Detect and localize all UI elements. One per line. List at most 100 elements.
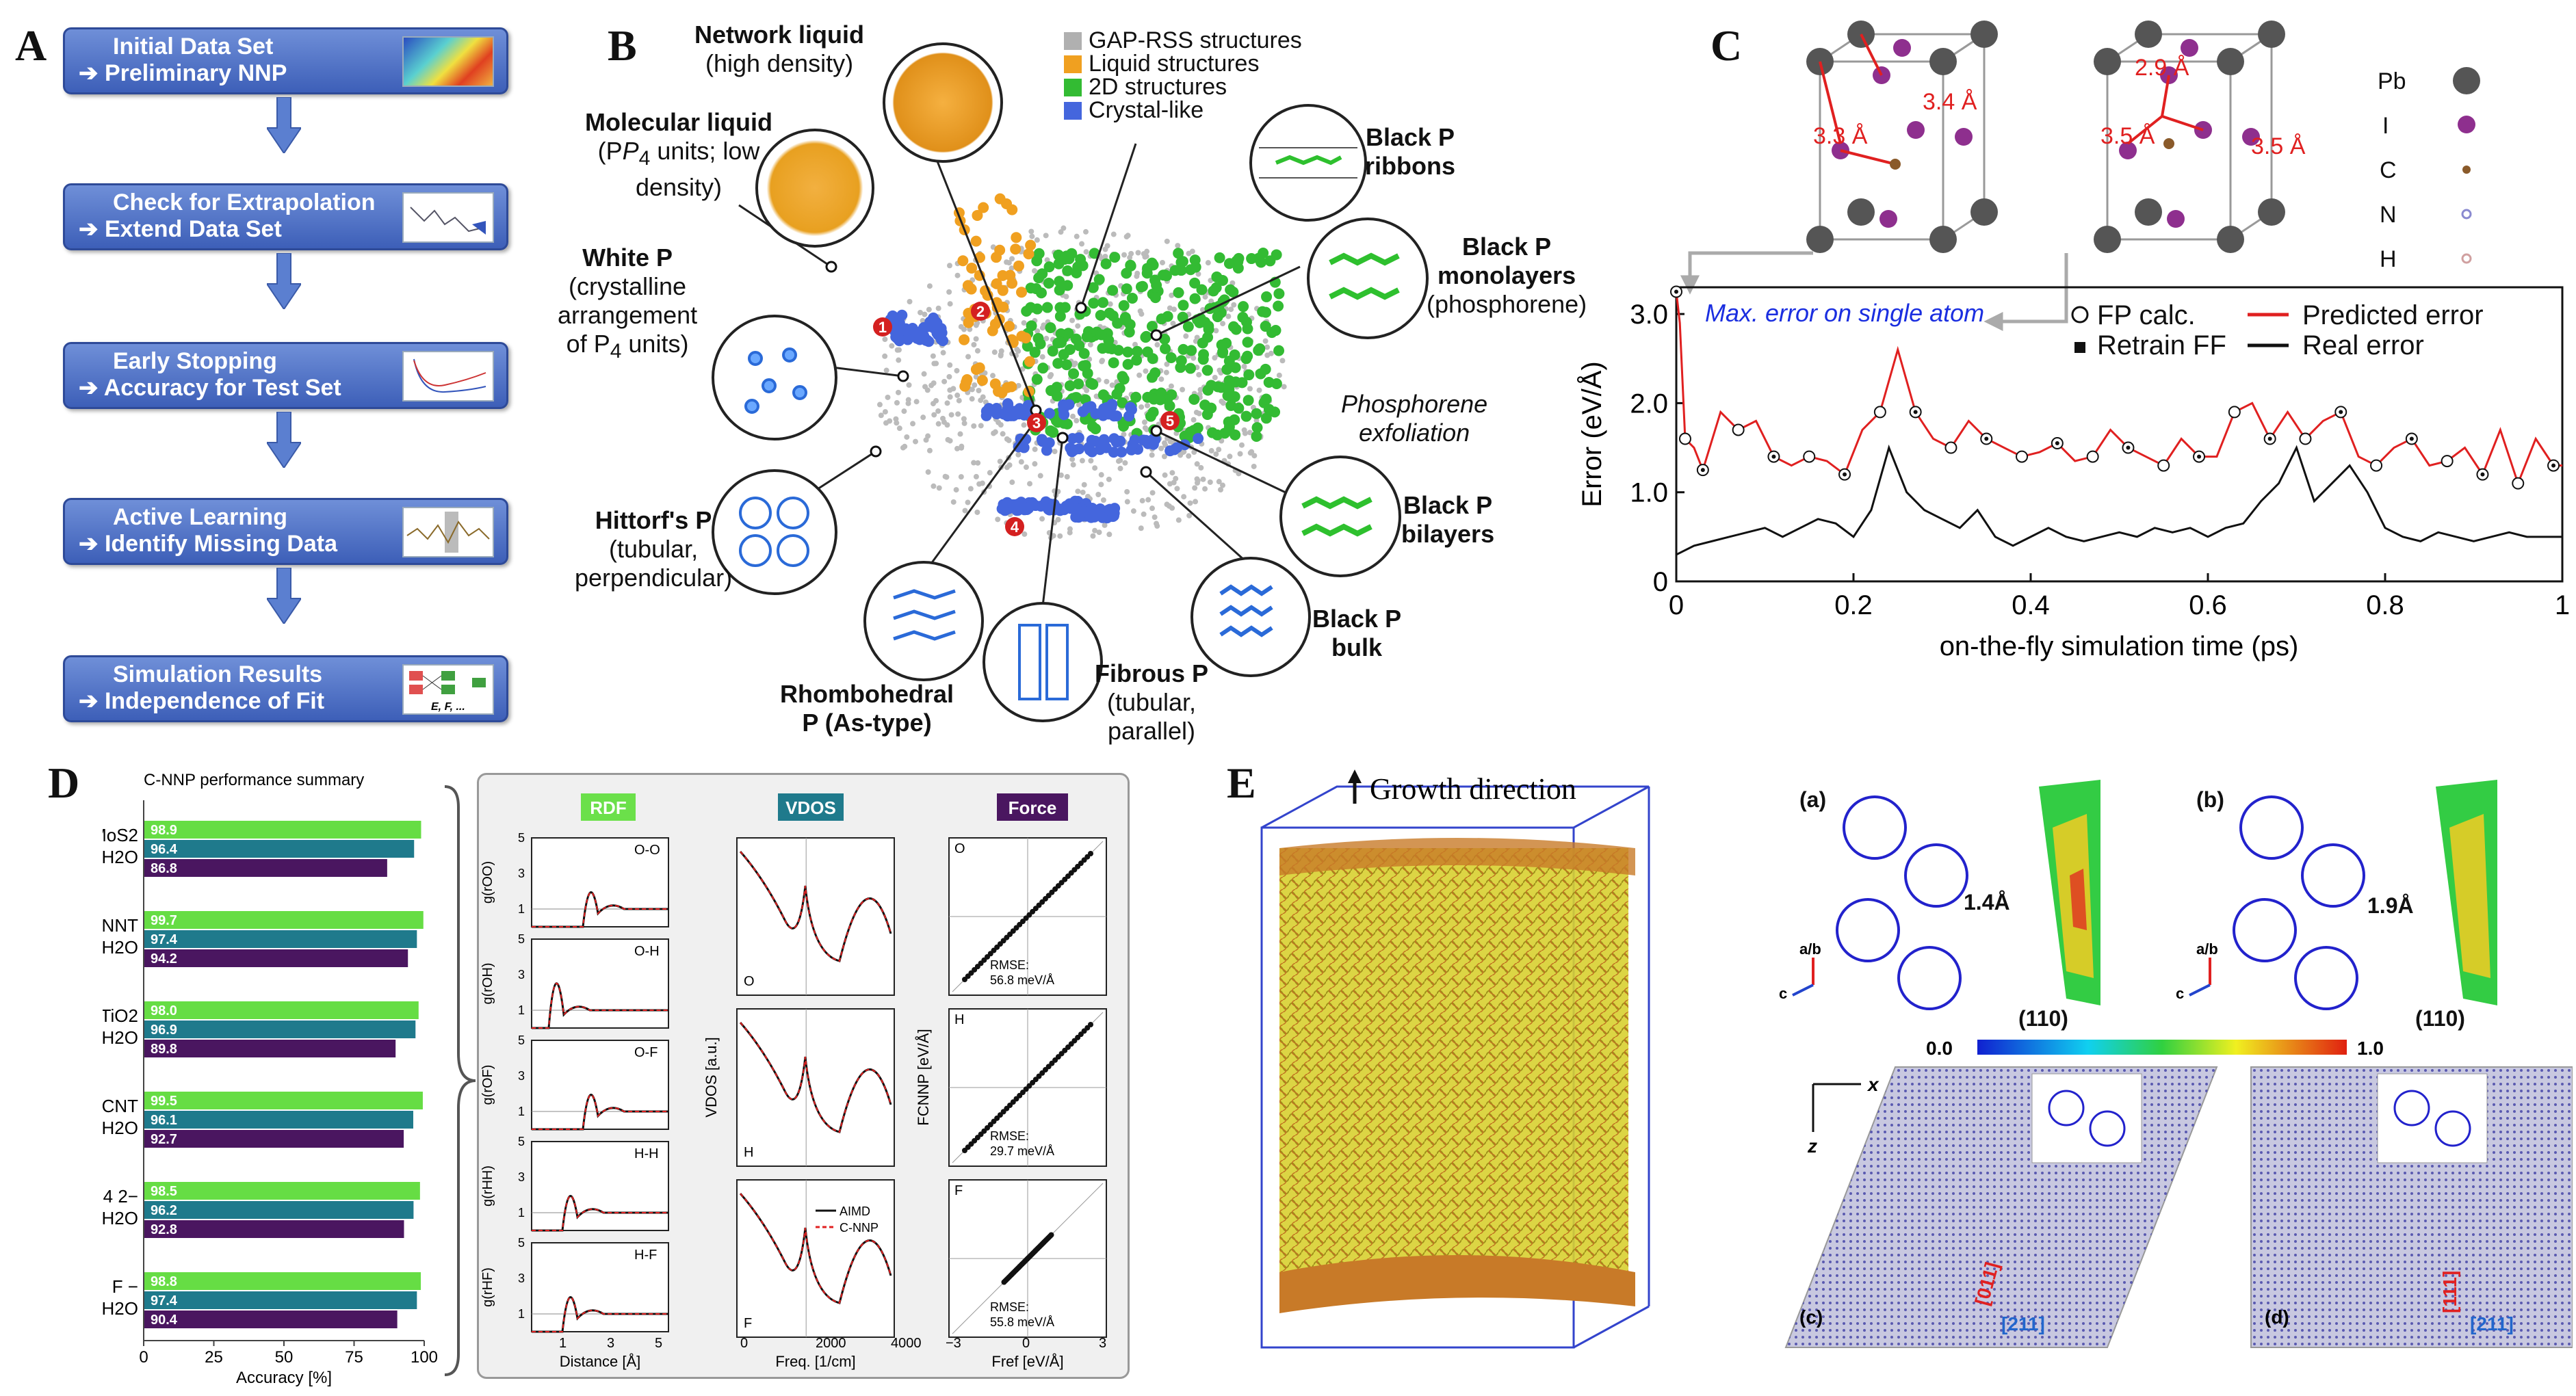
scatter-point-green bbox=[1237, 311, 1249, 323]
scatter-point-green bbox=[1043, 278, 1054, 289]
scatter-point-gray bbox=[1163, 369, 1169, 376]
accuracy-bar bbox=[144, 840, 415, 858]
scatter-point-gray bbox=[1102, 253, 1108, 259]
perovskite-cube-right bbox=[2094, 21, 2285, 253]
panel-d-bar-chart: C-NNP performance summary 98.9 96.4 86.8 Mo… bbox=[103, 771, 438, 1387]
scatter-point-blue bbox=[887, 310, 898, 321]
scatter-point-gray bbox=[1193, 409, 1199, 415]
scatter-point-gray bbox=[1110, 231, 1117, 237]
scatter-point-gray bbox=[1122, 460, 1128, 466]
rdf-subplot bbox=[531, 1141, 669, 1231]
icosahedra-b bbox=[2233, 795, 2365, 1010]
scatter-point-gray bbox=[947, 438, 953, 444]
bar-x-tick: 100 bbox=[411, 1348, 438, 1367]
scatter-point-gray bbox=[1144, 426, 1150, 432]
scatter-point-gray bbox=[1139, 498, 1145, 504]
scatter-point-green bbox=[1160, 269, 1171, 281]
scatter-point-gray bbox=[1009, 256, 1015, 262]
force-rmse-label: RMSE: bbox=[990, 1300, 1029, 1314]
scatter-point-green bbox=[1246, 253, 1258, 265]
scatter-point-gray bbox=[1152, 514, 1158, 521]
scatter-point-gray bbox=[1213, 451, 1219, 457]
accuracy-bar bbox=[144, 1311, 398, 1328]
colorbar bbox=[1977, 1040, 2347, 1055]
x-tick-label: 1 bbox=[2555, 590, 2570, 620]
scatter-point-gray bbox=[1169, 470, 1175, 476]
black-p-bulk-circle bbox=[1191, 557, 1311, 677]
scatter-point-green bbox=[1264, 255, 1276, 267]
scatter-point-gray bbox=[948, 412, 954, 418]
rdf-y-tick: 5 bbox=[518, 831, 525, 845]
accuracy-bar bbox=[144, 1092, 423, 1109]
scatter-point-green bbox=[1054, 285, 1065, 296]
scatter-point-green bbox=[1149, 292, 1161, 304]
scatter-point-gray bbox=[1098, 472, 1104, 478]
scatter-point-green bbox=[1075, 254, 1087, 265]
scatter-point-green bbox=[1271, 378, 1282, 389]
scatter-point-orange bbox=[970, 235, 982, 247]
scatter-point-gray bbox=[1213, 328, 1219, 334]
scatter-point-gray bbox=[987, 470, 993, 476]
scatter-point-gray bbox=[896, 425, 902, 432]
rdf-y-tick: 1 bbox=[518, 902, 525, 916]
y-tick-label: 3.0 bbox=[1630, 300, 1668, 330]
scatter-point-gray bbox=[1022, 531, 1028, 537]
scatter-point-gray bbox=[946, 263, 952, 269]
scatter-point-gray bbox=[947, 301, 953, 307]
scatter-point-orange bbox=[989, 318, 1001, 330]
scatter-point-gray bbox=[1175, 243, 1181, 249]
bar-value-label: 90.4 bbox=[151, 1313, 178, 1328]
scatter-point-gray bbox=[1121, 252, 1128, 258]
scatter-point-gray bbox=[965, 354, 972, 360]
scatter-point-green bbox=[1088, 298, 1100, 309]
bar-value-label: 96.1 bbox=[151, 1113, 177, 1128]
scatter-point-gray bbox=[991, 349, 998, 355]
scatter-point-green bbox=[1177, 311, 1188, 323]
bar-value-label: 99.7 bbox=[151, 913, 177, 928]
scatter-point-gray bbox=[969, 386, 975, 393]
scatter-point-gray bbox=[1015, 451, 1022, 458]
scatter-point-gray bbox=[887, 418, 893, 424]
scatter-point-gray bbox=[1075, 323, 1081, 329]
scatter-point-gray bbox=[933, 360, 939, 367]
scatter-point-gray bbox=[876, 401, 883, 408]
scatter-point-green bbox=[1117, 371, 1128, 382]
svg-text:1.9Å: 1.9Å bbox=[2367, 893, 2414, 918]
scatter-point-green bbox=[1087, 282, 1099, 293]
scatter-point-green bbox=[1114, 382, 1126, 394]
down-arrow-icon bbox=[267, 568, 301, 624]
bond-length-label: 3.5 Å bbox=[2100, 123, 2155, 149]
scatter-point-gray bbox=[1220, 321, 1226, 327]
rdf-y-tick: 5 bbox=[518, 932, 525, 946]
scatter-point-green bbox=[1261, 291, 1273, 302]
scatter-point-gray bbox=[1121, 432, 1127, 438]
scatter-point-green bbox=[1146, 257, 1158, 269]
scatter-point-orange bbox=[1004, 320, 1015, 332]
scatter-point-orange bbox=[994, 193, 1006, 205]
scatter-point-gray bbox=[1154, 342, 1160, 348]
plot-frame bbox=[1675, 286, 2564, 583]
scatter-point-green bbox=[1186, 345, 1197, 356]
scatter-point-gray bbox=[1104, 378, 1110, 384]
scatter-point-green bbox=[1214, 252, 1225, 263]
legend-swatch bbox=[1064, 55, 1082, 73]
scatter-point-gray bbox=[1124, 488, 1130, 495]
scatter-point-gray bbox=[978, 423, 984, 429]
scatter-point-gray bbox=[947, 394, 953, 400]
early-stopping-thumbnail bbox=[402, 351, 494, 401]
scatter-point-orange bbox=[1002, 382, 1013, 393]
retrain-marker bbox=[1771, 454, 1776, 459]
vdos-curve-cnnp bbox=[740, 1022, 892, 1133]
retrain-marker bbox=[1913, 410, 1918, 414]
scatter-point-gray bbox=[882, 353, 888, 359]
scatter-point-green bbox=[1037, 363, 1049, 374]
scatter-point-gray bbox=[944, 422, 950, 428]
panel-b-map: 1 2 3 4 5 bbox=[738, 109, 1301, 630]
scatter-point-gray bbox=[1218, 487, 1224, 493]
vdos-panel-label: F bbox=[744, 1316, 752, 1331]
x-tick-label: 0 bbox=[1669, 590, 1684, 620]
scatter-point-green bbox=[1062, 280, 1074, 291]
scatter-point-orange bbox=[1010, 243, 1022, 255]
scatter-point-blue bbox=[1013, 441, 1024, 453]
